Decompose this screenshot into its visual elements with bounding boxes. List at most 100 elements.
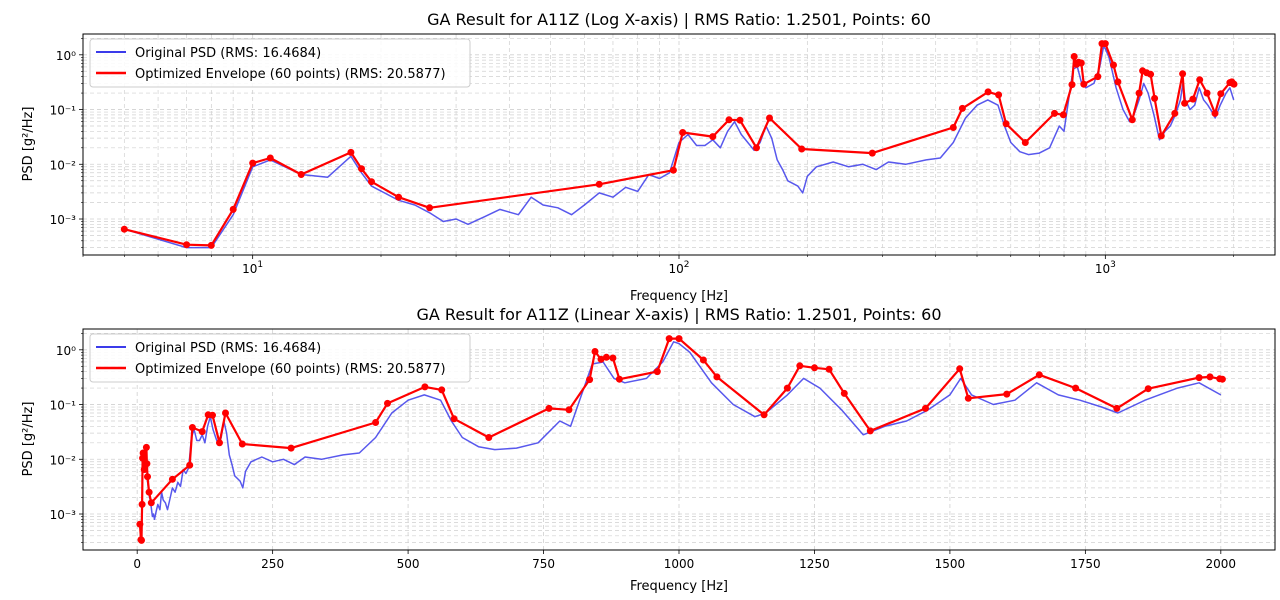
bottom-envelope-point xyxy=(565,406,573,414)
top-envelope-point xyxy=(984,88,992,96)
bottom-envelope-point xyxy=(188,424,196,431)
top-x-tick-label: 101 xyxy=(242,260,263,276)
bottom-envelope-point xyxy=(143,460,151,468)
bottom-chart-title: GA Result for A11Z (Linear X-axis) | RMS… xyxy=(416,305,941,324)
top-envelope-point xyxy=(1002,120,1010,128)
bottom-legend-box xyxy=(89,333,471,383)
bottom-envelope-point xyxy=(597,355,605,363)
top-ticks: 10⁻³ 10⁻² 10⁻¹ 10⁰ 101 102 103 xyxy=(50,38,1234,276)
top-envelope-point xyxy=(1101,40,1109,48)
top-envelope-point xyxy=(266,154,274,162)
top-envelope-point xyxy=(358,165,365,173)
bottom-envelope-point xyxy=(147,499,155,507)
top-envelope-point xyxy=(426,204,434,212)
bottom-envelope-point xyxy=(136,520,144,528)
bottom-envelope-point xyxy=(485,434,493,441)
top-envelope-point xyxy=(1230,80,1238,88)
bottom-envelope-point xyxy=(964,394,972,402)
top-legend: Original PSD (RMS: 16.4684) Optimized En… xyxy=(89,38,471,88)
bottom-y-tick-label: 10⁻³ xyxy=(50,508,77,522)
top-legend-optimized-label: Optimized Envelope (60 points) (RMS: 20.… xyxy=(135,67,446,82)
bottom-x-tick-label: 1750 xyxy=(1070,557,1101,571)
top-envelope-point xyxy=(1077,59,1085,67)
bottom-envelope-point xyxy=(139,454,147,462)
top-envelope-point xyxy=(1157,132,1165,140)
top-envelope-point xyxy=(1080,80,1088,88)
bottom-envelope-point xyxy=(384,399,391,407)
top-envelope-point xyxy=(736,116,744,124)
bottom-x-tick-label: 1250 xyxy=(799,557,830,571)
top-envelope-point xyxy=(1051,109,1058,117)
bottom-x-tick-label: 1000 xyxy=(664,557,695,571)
bottom-legend-original-label: Original PSD (RMS: 16.4684) xyxy=(135,341,321,356)
log-x-panel: GA Result for A11Z (Log X-axis) | RMS Ra… xyxy=(21,10,1276,304)
top-envelope-point xyxy=(753,144,760,152)
bottom-envelope-point xyxy=(1113,404,1121,412)
top-x-axis-label: Frequency [Hz] xyxy=(630,289,728,304)
bottom-legend-optimized-label: Optimized Envelope (60 points) (RMS: 20.… xyxy=(135,362,446,377)
bottom-envelope-point xyxy=(139,449,147,457)
bottom-envelope-point xyxy=(216,439,223,447)
top-y-tick-label: 10⁻¹ xyxy=(50,104,77,118)
bottom-envelope-point xyxy=(840,389,848,397)
top-envelope-point xyxy=(1203,89,1211,97)
top-x-tick-label: 103 xyxy=(1095,260,1116,276)
bottom-envelope-point xyxy=(1218,375,1226,383)
top-envelope-point xyxy=(395,193,403,201)
top-envelope-point xyxy=(949,124,957,131)
bottom-envelope-point xyxy=(238,440,246,448)
bottom-envelope-point xyxy=(140,466,148,473)
top-envelope-point xyxy=(1189,95,1197,103)
bottom-envelope-point xyxy=(653,368,661,376)
top-envelope-point xyxy=(1181,99,1189,107)
top-envelope-point xyxy=(1147,70,1155,78)
top-envelope-point xyxy=(368,178,375,186)
top-envelope-point xyxy=(1196,76,1204,84)
top-envelope-point xyxy=(1151,94,1159,102)
bottom-envelope-point xyxy=(145,488,153,496)
bottom-y-axis-label: PSD [g²/Hz] xyxy=(21,402,36,477)
bottom-envelope-point xyxy=(699,356,707,364)
bottom-x-tick-label: 0 xyxy=(133,557,141,571)
bottom-envelope-point xyxy=(713,373,721,381)
bottom-envelope-point xyxy=(811,364,818,372)
bottom-envelope-point xyxy=(138,536,145,544)
top-envelope-point xyxy=(1135,89,1143,97)
bottom-envelope-point xyxy=(1035,371,1043,379)
bottom-envelope-point xyxy=(1072,384,1080,392)
top-envelope-point xyxy=(297,171,305,178)
top-envelope-point xyxy=(1068,81,1076,89)
top-envelope-point xyxy=(958,104,966,112)
top-envelope-point xyxy=(595,180,603,188)
bottom-envelope-point xyxy=(144,473,151,481)
top-envelope-point xyxy=(1114,78,1122,86)
bottom-envelope-point xyxy=(615,375,623,383)
bottom-envelope-point xyxy=(421,383,429,391)
top-envelope-point xyxy=(1070,53,1078,60)
top-envelope-point xyxy=(120,225,128,233)
bottom-series xyxy=(136,335,1226,544)
top-envelope-point xyxy=(669,166,677,174)
top-envelope-point xyxy=(766,114,773,122)
top-envelope-point xyxy=(679,129,687,136)
top-envelope-point xyxy=(1217,90,1225,98)
bottom-x-tick-label: 1500 xyxy=(935,557,966,571)
top-envelope-point xyxy=(1171,109,1179,117)
top-original-psd-line xyxy=(124,46,1235,249)
top-optimized-envelope-line xyxy=(124,42,1235,247)
top-envelope-point xyxy=(1021,139,1029,146)
bottom-y-tick-label: 10⁰ xyxy=(56,344,76,358)
top-envelope-point xyxy=(868,149,876,157)
bottom-envelope-point xyxy=(438,386,446,394)
bottom-x-tick-label: 750 xyxy=(532,557,555,571)
top-chart-title: GA Result for A11Z (Log X-axis) | RMS Ra… xyxy=(427,10,931,29)
bottom-envelope-point xyxy=(922,404,929,412)
top-envelope-point xyxy=(1211,109,1219,117)
bottom-envelope-point xyxy=(760,411,768,419)
bottom-envelope-point xyxy=(287,444,295,452)
top-legend-original-label: Original PSD (RMS: 16.4684) xyxy=(135,46,321,61)
top-envelope-point xyxy=(995,91,1003,99)
top-x-tick-label: 102 xyxy=(668,260,689,276)
bottom-ticks: 10⁻³ 10⁻² 10⁻¹ 10⁰ 0 250 500 750 1000 1250 1500 175… xyxy=(50,333,1236,571)
top-envelope-point xyxy=(1059,111,1067,119)
